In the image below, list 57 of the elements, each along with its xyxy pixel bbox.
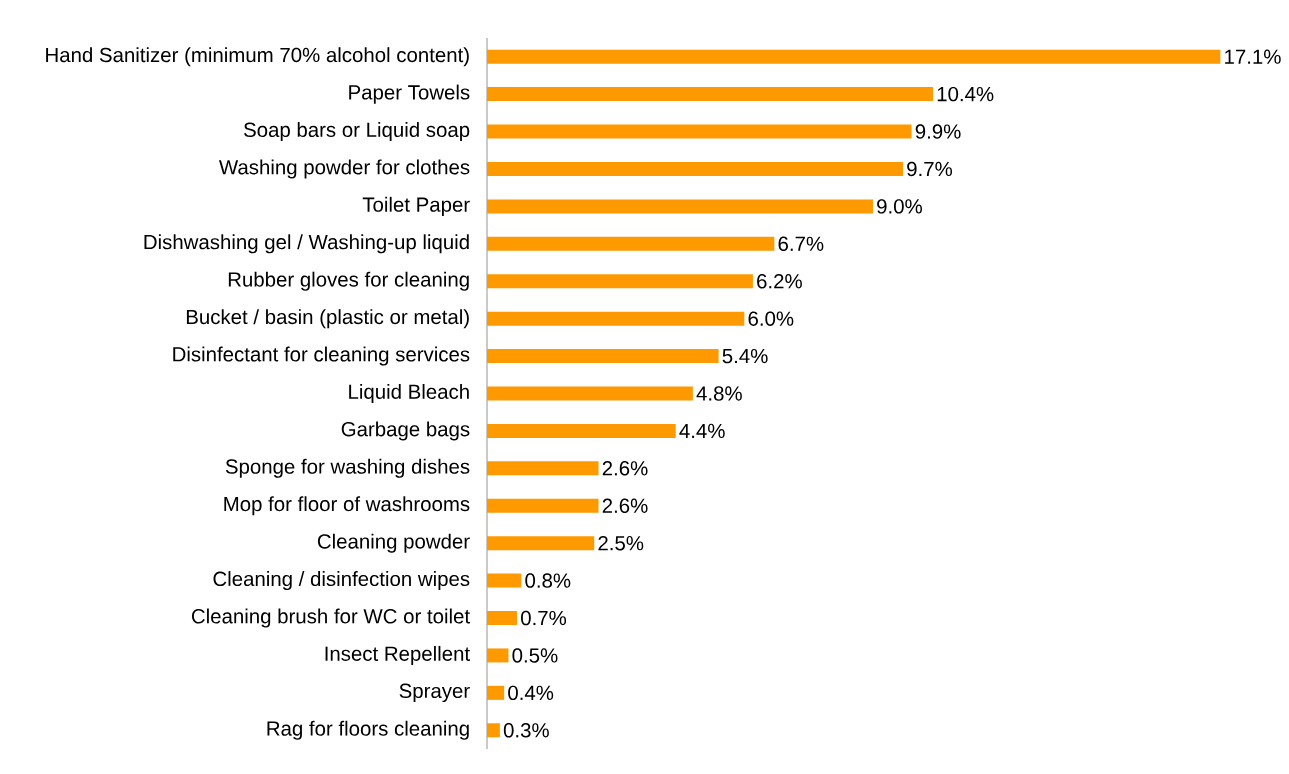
bar (487, 648, 509, 663)
y-tick-label: Hand Sanitizer (minimum 70% alcohol content) (46, 47, 469, 67)
bar (487, 274, 753, 289)
data-label: 4.8% (696, 386, 742, 401)
y-tick-label: Garbage bags (341, 421, 470, 441)
bar (487, 236, 775, 251)
bar (487, 161, 903, 176)
data-label: 0.7% (521, 610, 567, 626)
bar (487, 124, 912, 139)
y-tick-label: Disinfectant for cleaning services (173, 346, 470, 366)
data-label: 0.8% (525, 573, 571, 588)
data-label: 6.7% (778, 236, 824, 252)
y-tick-label: Bucket / basin (plastic or metal) (186, 309, 469, 329)
bar (487, 423, 676, 438)
y-tick-label: Toilet Paper (362, 196, 470, 216)
y-tick-label: Cleaning powder (317, 533, 470, 553)
data-label: 2.6% (602, 461, 648, 476)
y-tick-label: Soap bars or Liquid soap (244, 122, 470, 142)
bar (487, 723, 500, 738)
data-label: 0.3% (503, 723, 549, 738)
y-tick-label: Paper Towels (349, 84, 470, 104)
data-label: 4.4% (679, 423, 725, 439)
bar (487, 611, 518, 626)
data-label: 9.7% (907, 161, 953, 177)
y-tick-label: Rubber gloves for cleaning (228, 271, 469, 291)
bar (487, 199, 873, 214)
y-tick-label: Washing powder for clothes (219, 159, 470, 179)
bar (487, 498, 599, 513)
y-tick-label: Insect Repellent (325, 645, 470, 665)
data-label: 17.1% (1225, 49, 1281, 64)
data-label: 9.9% (915, 124, 961, 139)
data-label: 5.4% (722, 348, 768, 364)
y-tick-label: Rag for floors cleaning (267, 720, 469, 740)
data-label: 10.4% (937, 86, 994, 102)
data-label: 6.0% (748, 311, 794, 326)
y-tick-label: Cleaning / disinfection wipes (213, 571, 470, 591)
data-label: 0.5% (512, 648, 558, 663)
data-label: 2.5% (598, 535, 644, 551)
bar (487, 349, 719, 364)
y-tick-label: Liquid Bleach (349, 383, 469, 404)
bar (487, 386, 693, 401)
bar (487, 87, 934, 102)
y-tick-label: Dishwashing gel / Washing-up liquid (144, 234, 469, 254)
bar (487, 685, 505, 700)
bar (487, 311, 745, 326)
data-label: 6.2% (757, 273, 802, 289)
bar (487, 461, 599, 476)
data-label: 0.4% (508, 685, 554, 701)
y-tick-label: Sprayer (399, 683, 470, 703)
data-label: 2.6% (602, 498, 648, 513)
bar (487, 536, 595, 551)
y-tick-label: Sponge for washing dishes (225, 458, 470, 478)
y-tick-label: Mop for floor of washrooms (224, 496, 470, 516)
bar (487, 49, 1221, 64)
y-tick-label: Cleaning brush for WC or toilet (191, 608, 470, 628)
bar (487, 573, 522, 588)
data-label: 9.0% (877, 199, 922, 214)
